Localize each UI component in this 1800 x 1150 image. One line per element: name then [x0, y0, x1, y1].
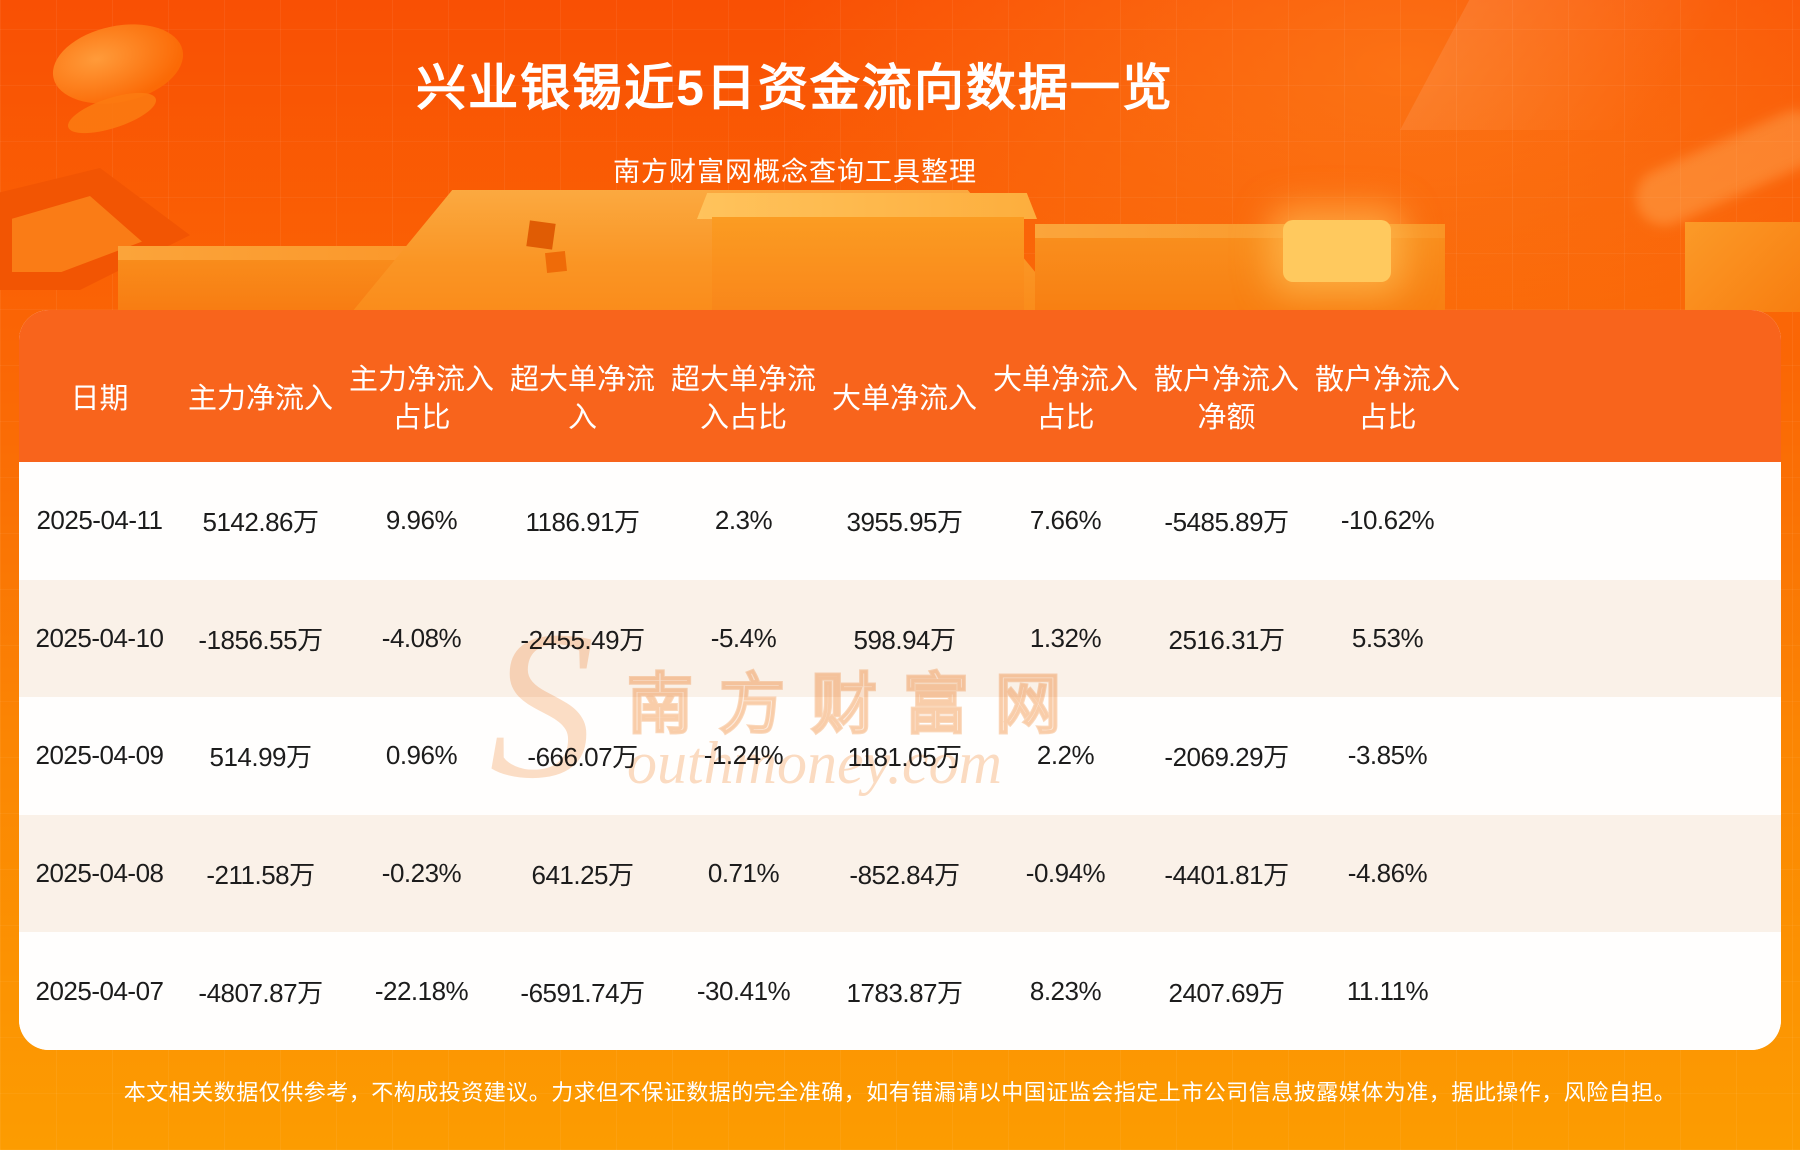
header-cell-2: 主力净流入 占比	[348, 363, 494, 434]
table-cell: 2025-04-07	[35, 975, 165, 1006]
table-row: 2025-04-10 -1856.55万 -4.08% -2455.49万 -5.4% 5…	[19, 579, 1781, 698]
table-cell: -10.62%	[1340, 505, 1435, 536]
table-cell: 1.32%	[1029, 622, 1102, 653]
table-body: S 南方财富网 outhmoney.com 2025-04-11 5142.86万…	[19, 462, 1781, 1050]
header-cell-0: 日期	[70, 382, 129, 415]
table-cell: -1856.55万	[198, 624, 323, 655]
table-cell: -1.24%	[703, 740, 784, 771]
table-cell: 11.11%	[1346, 975, 1429, 1006]
table-cell: 2407.69万	[1168, 977, 1285, 1008]
header-cell-8: 散户净流入 占比	[1314, 363, 1460, 434]
table-header-row: 日期 主力净流入 主力净流入 占比 超大单净流 入超大单净流 入占比 大单净流入 大单净流…	[19, 310, 1781, 462]
table-cell: -0.23%	[381, 858, 462, 889]
table-cell: 7.66%	[1029, 505, 1102, 536]
table-cell: 2.2%	[1036, 740, 1095, 771]
table-cell: 641.25万	[531, 860, 634, 891]
table-cell: 3955.95万	[846, 507, 963, 538]
table-cell: 9.96%	[385, 505, 458, 536]
decor-center-box-front	[712, 217, 1024, 312]
table-cell: -4.86%	[1347, 858, 1428, 889]
table-cell: -6591.74万	[520, 977, 645, 1008]
header-cell-6: 大单净流入 占比	[992, 363, 1138, 434]
table-cell: -4.08%	[381, 622, 462, 653]
decor-right-edge-box	[1685, 222, 1800, 312]
table-cell: 2025-04-10	[35, 622, 165, 653]
table-row: 2025-04-08 -211.58万 -0.23% 641.25万 0.71% -852…	[19, 814, 1781, 933]
disclaimer-text: 本文相关数据仅供参考，不构成投资建议。力求但不保证数据的完全准确，如有错漏请以中…	[123, 1080, 1677, 1105]
header-cell-7: 散户净流入 净额	[1153, 363, 1299, 434]
header-cell-3: 超大单净流 入	[509, 363, 655, 434]
table-cell: 1181.05万	[847, 742, 962, 773]
table-cell: 2025-04-08	[35, 858, 165, 889]
table-cell: -5.4%	[710, 622, 777, 653]
table-row: 2025-04-11 5142.86万 9.96% 1186.91万 2.3% 3955.…	[19, 462, 1781, 580]
table-cell: 0.71%	[707, 858, 780, 889]
table-cell: -3.85%	[1347, 740, 1428, 771]
table-cell: 2.3%	[714, 505, 773, 536]
header-cell-4: 超大单净流 入占比	[670, 363, 816, 434]
table-cell: -2069.29万	[1164, 742, 1289, 773]
table-cell: 5.53%	[1351, 622, 1424, 653]
table-cell: 0.96%	[385, 740, 458, 771]
table-cell: -211.58万	[206, 860, 315, 891]
table-cell: -4807.87万	[198, 977, 323, 1008]
table-cell: 1186.91万	[525, 507, 640, 538]
table-cell: -30.41%	[696, 975, 791, 1006]
table-cell: 2516.31万	[1168, 624, 1285, 655]
table-row: 2025-04-09 514.99万 0.96% -666.07万 -1.24% 1181…	[19, 697, 1781, 815]
table-cell: -0.94%	[1025, 858, 1106, 889]
table-cell: -4401.81万	[1164, 860, 1289, 891]
table-cell: -2455.49万	[520, 624, 645, 655]
table-cell: 598.94万	[853, 624, 956, 655]
table-cell: 5142.86万	[202, 507, 319, 538]
table-cell: -852.84万	[849, 860, 960, 891]
decor-small-cube-2	[545, 251, 567, 273]
decor-glowing-box	[1283, 220, 1391, 282]
decor-small-cube-1	[526, 220, 556, 250]
header-cell-1: 主力净流入	[187, 382, 333, 415]
table-cell: 8.23%	[1029, 975, 1102, 1006]
header-cell-5: 大单净流入	[831, 382, 977, 415]
decor-center-box-top	[697, 193, 1037, 219]
table-cell: -22.18%	[374, 975, 469, 1006]
table-cell: 514.99万	[209, 742, 312, 773]
page-title: 兴业银锡近5日资金流向数据一览	[416, 60, 1174, 116]
page-subtitle: 南方财富网概念查询工具整理	[613, 157, 977, 187]
table-cell: 2025-04-09	[35, 740, 165, 771]
table-cell: -5485.89万	[1164, 507, 1289, 538]
fund-flow-table: 日期 主力净流入 主力净流入 占比 超大单净流 入超大单净流 入占比 大单净流入 大单净流…	[19, 310, 1781, 1050]
table-cell: 1783.87万	[846, 977, 963, 1008]
table-cell: -666.07万	[527, 742, 638, 773]
table-cell: 2025-04-11	[36, 505, 163, 536]
table-row: 2025-04-07 -4807.87万 -22.18% -6591.74万 -30.4…	[19, 932, 1781, 1050]
